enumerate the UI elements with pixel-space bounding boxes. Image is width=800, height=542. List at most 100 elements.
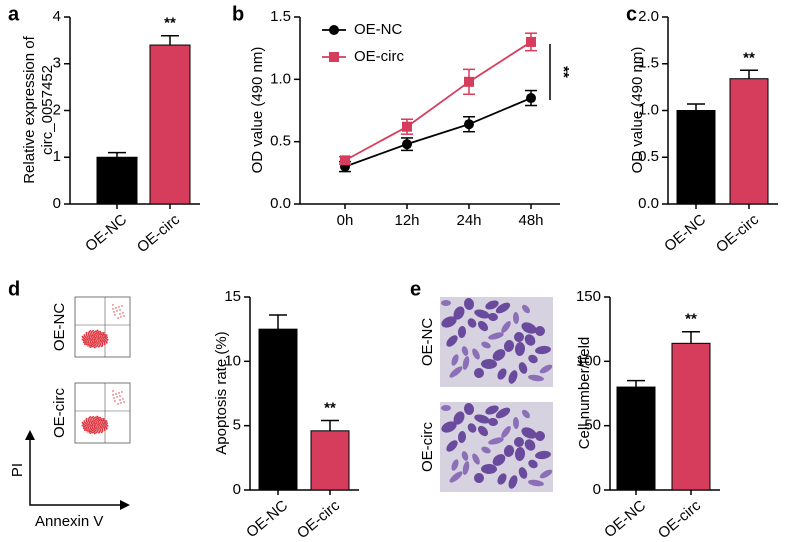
event [101, 334, 104, 337]
event [102, 338, 105, 340]
event [106, 425, 109, 427]
event [100, 345, 103, 348]
y-tick-label: 15 [224, 288, 241, 305]
event [101, 417, 103, 420]
cell [497, 473, 507, 485]
flow-plot [74, 296, 131, 358]
event [99, 425, 102, 428]
event [93, 342, 95, 345]
event [93, 432, 96, 435]
event [116, 310, 118, 312]
event [97, 417, 100, 419]
event [87, 340, 90, 343]
event [114, 400, 116, 402]
cell [449, 471, 463, 483]
y-tick-label: 0 [593, 481, 601, 498]
cell [481, 446, 491, 454]
event [103, 429, 106, 432]
event [81, 421, 84, 424]
cell [474, 414, 490, 424]
event [119, 313, 121, 315]
event [96, 415, 99, 418]
event [112, 308, 114, 310]
event [95, 425, 98, 427]
legend-label: OE-NC [354, 21, 403, 38]
event [112, 394, 114, 396]
cell [457, 326, 467, 338]
event [112, 304, 114, 306]
event [89, 340, 92, 342]
significance: ** [164, 15, 176, 32]
event [101, 422, 104, 425]
event [105, 334, 108, 337]
y-tick-label: 0.0 [638, 195, 659, 212]
event [99, 416, 101, 419]
cell [446, 440, 458, 452]
event [81, 338, 84, 341]
event [122, 398, 124, 400]
event [101, 331, 103, 334]
event [95, 416, 97, 419]
event [122, 312, 124, 314]
event [87, 343, 89, 346]
event [86, 339, 89, 341]
event [93, 339, 96, 342]
event [95, 335, 98, 338]
event [91, 338, 93, 341]
event [93, 417, 96, 419]
y-tick-label: 0.5 [270, 133, 291, 150]
event [92, 431, 95, 434]
y-tick-label: 1.5 [638, 55, 659, 72]
event [83, 420, 86, 422]
event [115, 307, 117, 309]
panel-letter: b [232, 3, 244, 25]
cell [461, 451, 469, 461]
cell [481, 463, 497, 475]
cell [474, 309, 490, 319]
event [89, 329, 92, 332]
event [95, 340, 98, 343]
event [87, 429, 89, 432]
event [118, 306, 120, 308]
cell [501, 426, 511, 438]
event [118, 392, 120, 394]
event [99, 332, 102, 334]
event [93, 331, 96, 333]
event [88, 429, 91, 432]
cell [528, 459, 538, 469]
x-tick-label: 48h [518, 212, 543, 229]
y-tick-label: 2.0 [638, 8, 659, 25]
event [102, 333, 105, 336]
x-tick-label: 24h [456, 212, 481, 229]
legend-label: OE-circ [354, 48, 404, 65]
event [90, 430, 93, 433]
bar [671, 342, 711, 491]
x-tick-label: OE-NC [82, 211, 130, 255]
cell [463, 403, 475, 415]
event [119, 395, 121, 397]
event [91, 334, 94, 337]
y-axis-label: Apoptosis rate (%) [213, 331, 230, 454]
cell [467, 423, 477, 433]
event [81, 424, 84, 427]
cell [535, 326, 545, 336]
event [103, 421, 105, 423]
event [96, 341, 99, 344]
x-tick-label: 12h [394, 212, 419, 229]
y-axis-label: circ_0057452 [39, 65, 56, 155]
event [103, 335, 105, 337]
y-tick-label: 2 [53, 101, 61, 118]
event [101, 420, 104, 423]
event [104, 333, 106, 336]
event [85, 426, 88, 429]
cell [477, 425, 489, 437]
event [91, 431, 93, 434]
x-tick-label: OE-NC [601, 497, 649, 541]
cell [528, 354, 538, 364]
event [114, 314, 116, 316]
event [96, 419, 99, 422]
event [97, 418, 100, 421]
event [84, 427, 87, 430]
image-label: OE-circ [419, 422, 436, 472]
cell [495, 407, 511, 419]
